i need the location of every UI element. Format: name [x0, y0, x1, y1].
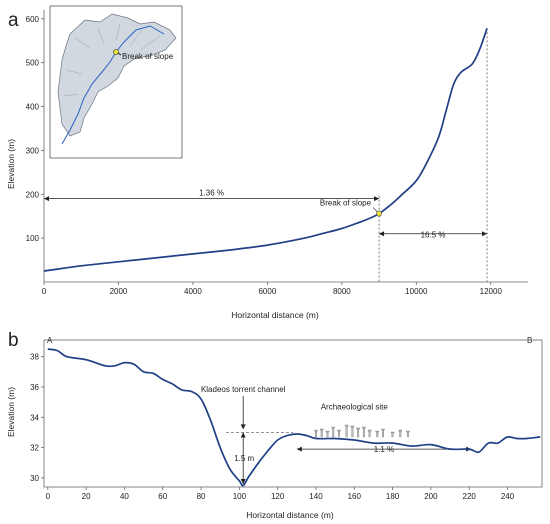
ruin-capital: [367, 429, 372, 432]
b-x-tick-label: 180: [386, 492, 400, 501]
a-y-tick-label: 100: [26, 234, 40, 243]
slope-right-arrowhead-right: [482, 231, 488, 237]
a-x-tick-label: 0: [42, 287, 47, 296]
a-x-tick-label: 4000: [184, 287, 202, 296]
a-axes: 0 2000 4000 6000 8000 10000 12000 100 200 300 400 5…: [26, 10, 528, 296]
b-x-tick-label: 20: [82, 492, 91, 501]
a-x-tick-label: 6000: [258, 287, 276, 296]
a-x-tick-label: 12000: [480, 287, 503, 296]
ruin-column: [320, 429, 323, 438]
b-x-tick-label: 240: [501, 492, 515, 501]
annotations-b: Kladeos torrent channel Archaeological s…: [201, 385, 472, 484]
ruin-column: [362, 427, 365, 438]
ruin-capital: [325, 430, 330, 433]
b-x-tick-label: 120: [271, 492, 285, 501]
slope-left-label: 1.36 %: [199, 189, 224, 198]
slope-arrowhead-left: [296, 446, 302, 452]
b-y-tick-label: 38: [30, 353, 39, 362]
ruin-capital: [356, 427, 360, 430]
channel-arrowhead: [240, 424, 246, 430]
b-x-tick-label: 100: [233, 492, 247, 501]
ruin-column: [368, 430, 371, 438]
ruin-capital: [406, 430, 410, 433]
ruin-capital: [331, 426, 335, 429]
panel-label-b: b: [8, 330, 19, 351]
slope-left-arrowhead-left: [44, 196, 49, 202]
b-x-tick-label: 60: [158, 492, 167, 501]
ruin-capital: [337, 429, 341, 432]
b-y-tick-label: 36: [30, 383, 39, 392]
depth-arrowhead-up: [240, 432, 246, 438]
ruin-column: [326, 431, 329, 438]
endpoint-b-label: B: [527, 336, 532, 345]
archaeological-site-label: Archaeological site: [321, 403, 389, 412]
a-x-tick-label: 2000: [110, 287, 128, 296]
ruin-column: [399, 430, 402, 438]
annotations-a: 1.36 % 16.5 % Break of slope: [44, 28, 488, 282]
endpoint-a-label: A: [47, 336, 53, 345]
ruin-column: [338, 430, 340, 438]
ruin-column: [332, 427, 335, 438]
b-x-tick-label: 220: [463, 492, 477, 501]
ruin-capital: [398, 429, 403, 432]
ruin-capital: [362, 426, 366, 429]
channel-label: Kladeos torrent channel: [201, 385, 286, 394]
a-x-tick-label: 8000: [333, 287, 351, 296]
x-axis-label-a: Horizontal distance (m): [231, 310, 319, 320]
panel-label-a: a: [8, 10, 19, 31]
ruin-column: [315, 430, 317, 438]
ruin-capital: [319, 428, 324, 431]
ruin-column: [382, 429, 384, 438]
b-y-tick-label: 32: [30, 444, 39, 453]
break-of-slope-leader: [372, 207, 378, 213]
b-plot-frame: [43, 339, 543, 488]
a-y-tick-label: 200: [26, 190, 40, 199]
b-x-tick-label: 80: [197, 492, 206, 501]
depth-label: 1.5 m: [234, 454, 254, 463]
ruin-capital: [381, 428, 385, 431]
y-axis-label-a: Elevation (m): [6, 139, 16, 189]
ruin-column: [376, 431, 379, 438]
ruin-column: [391, 432, 394, 438]
a-y-tick-label: 500: [26, 59, 40, 68]
slope-right-label: 16.5 %: [421, 231, 446, 240]
break-of-slope-label: Break of slope: [320, 199, 372, 208]
inset-break-label: Break of slope: [122, 52, 174, 61]
a-x-tick-label: 10000: [405, 287, 428, 296]
ruin-column: [357, 428, 360, 438]
depth-arrowhead-down: [240, 478, 246, 484]
a-profile-line: [43, 28, 488, 272]
ruin-column: [345, 425, 348, 438]
ruin-column: [351, 426, 354, 438]
b-profile-line: [47, 348, 541, 487]
ruin-column: [406, 431, 409, 438]
b-x-tick-label: 160: [348, 492, 362, 501]
b-axes: 0 20 40 60 80 100 120 140 160 180 200 220 240 30 32 34 3…: [30, 339, 543, 501]
a-y-tick-label: 400: [26, 103, 40, 112]
b-y-tick-label: 34: [30, 413, 39, 422]
slope-right-arrowhead-left: [379, 231, 385, 237]
ruin-capital: [344, 424, 349, 427]
x-axis-label-b: Horizontal distance (m): [246, 510, 334, 520]
break-of-slope-marker: [376, 210, 382, 217]
ruin-capital: [350, 425, 355, 428]
a-y-tick-label: 300: [26, 146, 40, 155]
b-x-tick-label: 0: [46, 492, 51, 501]
archaeological-ruins-icon: [314, 424, 410, 438]
inset-map: Break of slope: [49, 5, 183, 159]
slope-label: 1.1 %: [374, 445, 394, 454]
b-y-tick-label: 30: [30, 474, 39, 483]
slope-left-arrowhead-right: [374, 196, 380, 202]
b-x-tick-label: 40: [120, 492, 129, 501]
b-x-tick-label: 140: [309, 492, 323, 501]
ruin-capital: [390, 431, 395, 434]
a-y-tick-label: 600: [26, 15, 40, 24]
ruin-capital: [314, 429, 318, 432]
y-axis-label-b: Elevation (m): [6, 387, 16, 437]
b-x-tick-label: 200: [424, 492, 438, 501]
ruin-capital: [375, 430, 380, 433]
